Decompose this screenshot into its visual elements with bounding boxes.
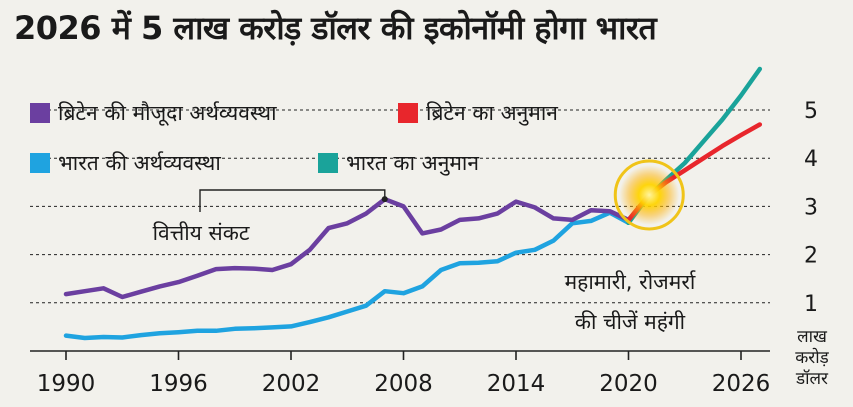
x-tick-label-2020: 2020	[599, 371, 658, 397]
legend-swatch-3	[318, 153, 338, 173]
y-tick-label-5: 5	[804, 99, 818, 124]
y-tick-label-2: 2	[804, 244, 818, 269]
legend-swatch-0	[30, 103, 50, 123]
legend-label-1: ब्रिटेन का अनुमान	[426, 101, 558, 126]
legend-label-3: भारत का अनुमान	[346, 151, 479, 176]
annotation-label-bg	[126, 216, 276, 248]
series-line-0	[63, 196, 631, 300]
annotation-pandemic-line: की चीजें महंगी	[575, 310, 686, 334]
x-tick-label-2002: 2002	[262, 371, 321, 397]
annotation-leader-line	[199, 189, 386, 212]
chart-title: 2026 में 5 लाख करोड़ डॉलर की इकोनॉमी होग…	[14, 9, 657, 47]
highlight-ring	[613, 159, 685, 231]
highlight-glow	[619, 164, 680, 225]
y-tick-label-4: 4	[804, 147, 818, 172]
y-axis-unit-line: डॉलर	[795, 369, 829, 389]
x-tick-label-2014: 2014	[487, 371, 546, 397]
y-tick-label-3: 3	[804, 195, 818, 220]
x-tick-label-1990: 1990	[37, 371, 96, 397]
y-tick-label-1: 1	[804, 292, 818, 317]
annotation-financial-crisis: वित्तीय संकट	[153, 221, 250, 245]
legend-label-2: भारत की अर्थव्यवस्था	[58, 151, 221, 175]
x-tick-label-1996: 1996	[149, 371, 208, 397]
y-axis-unit-line: लाख	[797, 327, 828, 347]
legend: ब्रिटेन की मौजूदा अर्थव्यवस्था ब्रिटेन का…	[30, 101, 558, 176]
highlight-marker	[613, 159, 685, 231]
x-tick-label-2026: 2026	[712, 371, 771, 397]
legend-label-0: ब्रिटेन की मौजूदा अर्थव्यवस्था	[58, 101, 277, 126]
legend-swatch-2	[30, 153, 50, 173]
y-axis-unit-line: करोड़	[795, 347, 829, 368]
x-axis: 1990 1996 2002 2008 2014 2020 2026	[30, 350, 771, 397]
legend-swatch-1	[398, 103, 418, 123]
x-tick-label-2008: 2008	[374, 371, 433, 397]
y-axis: 1 2 3 4 5 लाखकरोड़डॉलर	[795, 99, 830, 389]
annotation-point	[381, 196, 388, 203]
annotation-pandemic-line: महामारी, रोजमर्रा	[565, 270, 697, 294]
series-line-2	[63, 210, 631, 341]
annotations: वित्तीय संकट महामारी, रोजमर्रा की चीजें मह…	[126, 189, 697, 334]
